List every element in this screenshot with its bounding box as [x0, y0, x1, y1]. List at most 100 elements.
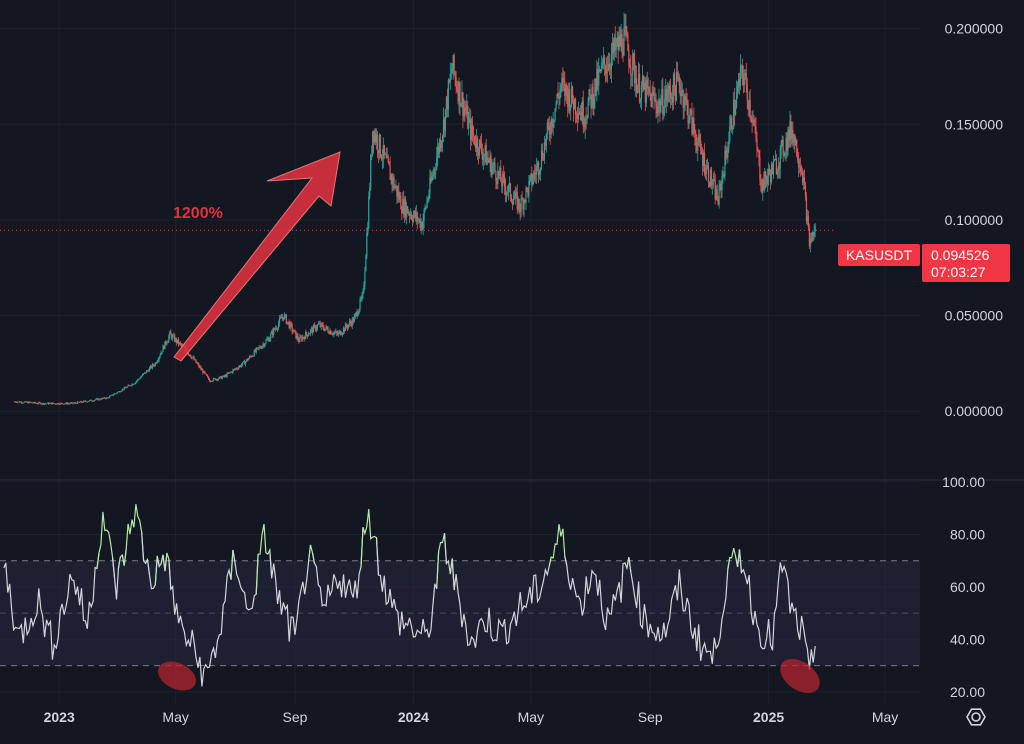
candle[interactable] — [226, 373, 228, 377]
candle[interactable] — [736, 87, 739, 93]
candle[interactable] — [325, 326, 327, 329]
candle[interactable] — [571, 86, 574, 102]
candle[interactable] — [764, 171, 766, 190]
candle[interactable] — [526, 187, 528, 189]
candle[interactable] — [530, 173, 532, 177]
candle[interactable] — [67, 403, 69, 405]
candle[interactable] — [523, 200, 525, 210]
candle[interactable] — [420, 222, 422, 228]
candle[interactable] — [130, 385, 132, 387]
candle[interactable] — [547, 122, 549, 126]
candle[interactable] — [277, 323, 280, 329]
candle[interactable] — [433, 168, 435, 176]
candle[interactable] — [565, 84, 567, 96]
candle[interactable] — [798, 160, 800, 168]
candle[interactable] — [89, 399, 91, 401]
candle[interactable] — [278, 318, 281, 324]
candle[interactable] — [561, 77, 563, 86]
candle[interactable] — [275, 328, 277, 330]
candle[interactable] — [601, 62, 603, 72]
candle[interactable] — [247, 358, 250, 361]
candle[interactable] — [676, 72, 678, 79]
candle[interactable] — [679, 85, 681, 96]
candle[interactable] — [284, 314, 286, 316]
candle[interactable] — [542, 158, 545, 160]
candle[interactable] — [609, 67, 612, 70]
candle[interactable] — [146, 370, 149, 372]
candle[interactable] — [250, 356, 252, 358]
candle[interactable] — [638, 73, 641, 102]
candle[interactable] — [603, 56, 605, 63]
candle[interactable] — [203, 371, 205, 374]
candle[interactable] — [743, 78, 745, 86]
candle[interactable] — [370, 155, 372, 189]
candle[interactable] — [209, 381, 212, 383]
candle[interactable] — [328, 332, 330, 334]
candle[interactable] — [365, 256, 367, 271]
candle[interactable] — [564, 81, 566, 96]
candle[interactable] — [803, 177, 806, 186]
candle[interactable] — [290, 322, 292, 325]
candle[interactable] — [411, 218, 414, 222]
candle[interactable] — [766, 179, 768, 184]
candle[interactable] — [699, 134, 701, 141]
candle[interactable] — [417, 220, 419, 222]
candle[interactable] — [466, 105, 468, 114]
candle[interactable] — [119, 391, 121, 393]
candle[interactable] — [392, 177, 394, 184]
candle[interactable] — [419, 219, 421, 228]
candle[interactable] — [380, 155, 382, 160]
candle[interactable] — [178, 342, 181, 345]
candle[interactable] — [279, 317, 282, 319]
candle[interactable] — [218, 376, 220, 379]
candle[interactable] — [13, 401, 16, 403]
candle[interactable] — [584, 118, 586, 128]
candles[interactable] — [13, 12, 816, 406]
candle[interactable] — [443, 118, 446, 131]
candle[interactable] — [78, 401, 80, 403]
candle[interactable] — [84, 400, 87, 402]
candle[interactable] — [347, 324, 349, 328]
candle[interactable] — [631, 74, 633, 76]
candle[interactable] — [272, 331, 274, 336]
candle[interactable] — [62, 403, 64, 405]
candle[interactable] — [37, 403, 39, 405]
candle[interactable] — [772, 161, 775, 175]
candle[interactable] — [361, 294, 363, 300]
candle[interactable] — [458, 82, 460, 102]
candle[interactable] — [422, 220, 424, 230]
candle[interactable] — [366, 233, 368, 257]
candle[interactable] — [473, 136, 476, 145]
candle[interactable] — [568, 88, 570, 108]
price-axis[interactable]: 0.000000 0.050000 0.100000 0.150000 0.200000 — [945, 21, 1004, 419]
candle[interactable] — [505, 192, 508, 195]
candle[interactable] — [559, 89, 561, 99]
candle[interactable] — [454, 72, 456, 78]
candle[interactable] — [577, 113, 579, 119]
candle[interactable] — [383, 144, 385, 155]
candle[interactable] — [266, 339, 268, 341]
candle[interactable] — [537, 162, 539, 167]
candle[interactable] — [749, 99, 751, 116]
candle[interactable] — [739, 66, 742, 87]
candle[interactable] — [495, 171, 497, 182]
candle[interactable] — [413, 211, 415, 216]
candle[interactable] — [351, 318, 353, 326]
candle[interactable] — [590, 94, 592, 108]
candle[interactable] — [260, 347, 262, 349]
candle[interactable] — [634, 60, 636, 84]
candle[interactable] — [696, 144, 698, 151]
candle[interactable] — [781, 139, 783, 143]
candle[interactable] — [355, 312, 357, 315]
candle[interactable] — [223, 375, 225, 377]
candle[interactable] — [635, 78, 637, 84]
candle[interactable] — [88, 400, 90, 402]
candle[interactable] — [607, 63, 610, 71]
candle[interactable] — [353, 317, 355, 323]
candle[interactable] — [767, 176, 769, 184]
candle[interactable] — [232, 369, 234, 373]
candle[interactable] — [576, 115, 579, 119]
candle[interactable] — [690, 109, 692, 111]
candle[interactable] — [296, 335, 298, 339]
candle[interactable] — [608, 63, 611, 68]
